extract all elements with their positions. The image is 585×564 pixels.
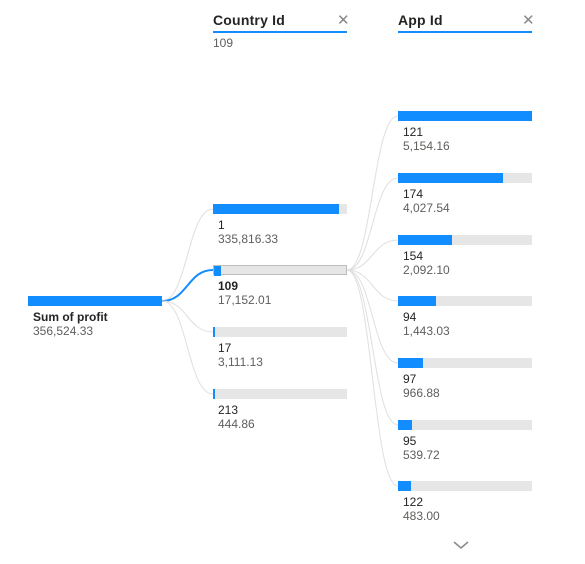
header-app-id-underline xyxy=(398,31,532,33)
level1-item-0-bar xyxy=(213,204,347,214)
level1-item-1-value: 17,152.01 xyxy=(218,293,272,307)
root-bar xyxy=(28,296,162,306)
level2-item-1-bar xyxy=(398,173,532,183)
level1-item-3-bar xyxy=(213,389,347,399)
level2-item-5-bar xyxy=(398,420,532,430)
level2-item-4-bar xyxy=(398,358,532,368)
level2-item-0-value: 5,154.16 xyxy=(403,139,450,153)
level1-item-2-value: 3,111.13 xyxy=(218,355,263,369)
level1-item-2-bar xyxy=(213,327,347,337)
level1-item-1-bar xyxy=(213,265,347,276)
level2-item-2-value: 2,092.10 xyxy=(403,263,450,277)
level2-item-4-value: 966.88 xyxy=(403,386,440,400)
header-app-id-title: App Id xyxy=(398,12,443,28)
level2-item-0-bar-fill xyxy=(398,111,532,121)
level1-item-2-node[interactable]: 17 3,111.13 xyxy=(213,327,347,369)
level1-item-1-bar-fill xyxy=(214,266,221,276)
level2-item-6-bar-fill xyxy=(398,481,411,491)
root-node[interactable]: Sum of profit 356,524.33 xyxy=(28,296,162,338)
level2-item-1-bar-fill xyxy=(398,173,503,183)
close-icon[interactable]: ✕ xyxy=(522,12,535,29)
level2-item-3-value: 1,443.03 xyxy=(403,324,450,338)
level1-item-0-node[interactable]: 1 335,816.33 xyxy=(213,204,347,246)
level2-item-1-value: 4,027.54 xyxy=(403,201,450,215)
level2-item-5-label: 95 xyxy=(403,434,417,448)
root-label: Sum of profit xyxy=(33,310,108,324)
header-app-id: App Id ✕ xyxy=(398,12,535,32)
close-icon[interactable]: ✕ xyxy=(337,12,350,29)
connector-level1-to-level2-2 xyxy=(346,239,399,271)
connector-level1-to-level2-5 xyxy=(346,269,399,426)
root-value: 356,524.33 xyxy=(33,324,94,338)
header-country-id-title: Country Id xyxy=(213,12,285,28)
level1-item-3-label: 213 xyxy=(218,403,239,417)
header-country-id: Country Id ✕ xyxy=(213,12,350,32)
level1-item-1-node[interactable]: 109 17,152.01 xyxy=(213,265,347,307)
level2-item-3-node[interactable]: 94 1,443.03 xyxy=(398,296,532,338)
level2-item-6-value: 483.00 xyxy=(403,509,440,523)
level2-item-4-node[interactable]: 97 966.88 xyxy=(398,358,532,400)
level2-item-0-node[interactable]: 121 5,154.16 xyxy=(398,111,532,153)
level2-item-1-label: 174 xyxy=(403,187,424,201)
connector-level1-to-level2-6 xyxy=(346,269,399,487)
level2-item-6-bar xyxy=(398,481,532,491)
level1-item-3-bar-fill xyxy=(213,389,215,399)
connector-root-to-level1-0 xyxy=(161,208,214,302)
level2-item-3-label: 94 xyxy=(403,310,417,324)
level2-item-2-bar xyxy=(398,235,532,245)
level2-item-4-bar-fill xyxy=(398,358,424,368)
level1-item-2-bar-fill xyxy=(213,327,215,337)
level2-item-3-bar xyxy=(398,296,532,306)
level2-item-2-label: 154 xyxy=(403,249,424,263)
connector-level1-to-level2-3 xyxy=(346,269,399,302)
level1-item-3-node[interactable]: 213 444.86 xyxy=(213,389,347,431)
chevron-down-icon[interactable] xyxy=(452,538,470,550)
level1-item-2-label: 17 xyxy=(218,341,232,355)
connector-root-to-level1-3 xyxy=(161,300,214,395)
level1-item-0-label: 1 xyxy=(218,218,225,232)
level2-item-1-node[interactable]: 174 4,027.54 xyxy=(398,173,532,215)
level1-item-0-value: 335,816.33 xyxy=(218,232,279,246)
level2-item-6-label: 122 xyxy=(403,495,424,509)
header-country-id-subtitle: 109 xyxy=(213,36,234,50)
connector-root-to-level1-1 xyxy=(161,269,214,302)
header-country-id-underline xyxy=(213,31,347,33)
connector-root-to-level1-2 xyxy=(161,300,214,333)
level1-item-3-value: 444.86 xyxy=(218,417,255,431)
level1-item-0-bar-fill xyxy=(213,204,340,214)
level2-item-5-bar-fill xyxy=(398,420,413,430)
connector-level1-to-level2-4 xyxy=(346,269,399,364)
level2-item-0-label: 121 xyxy=(403,125,424,139)
root-bar-fill xyxy=(28,296,162,306)
connector-level1-to-level2-0 xyxy=(346,115,399,271)
level2-item-2-node[interactable]: 154 2,092.10 xyxy=(398,235,532,277)
connector-level1-to-level2-1 xyxy=(346,177,399,271)
level1-item-1-label: 109 xyxy=(218,279,239,293)
level2-item-5-node[interactable]: 95 539.72 xyxy=(398,420,532,462)
level2-item-5-value: 539.72 xyxy=(403,448,440,462)
level2-item-3-bar-fill xyxy=(398,296,436,306)
level2-item-0-bar xyxy=(398,111,532,121)
level2-item-4-label: 97 xyxy=(403,372,417,386)
level2-item-2-bar-fill xyxy=(398,235,453,245)
level2-item-6-node[interactable]: 122 483.00 xyxy=(398,481,532,523)
